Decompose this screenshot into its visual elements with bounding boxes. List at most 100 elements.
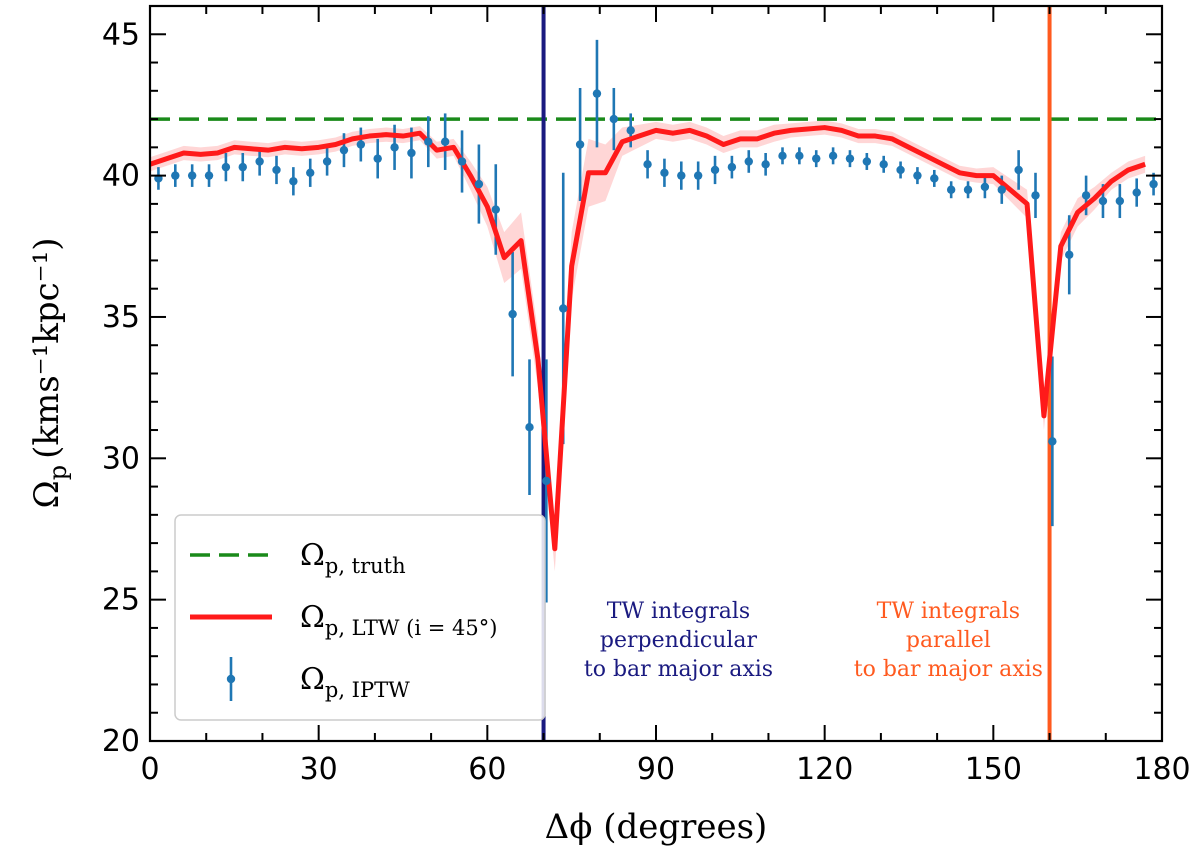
y-axis-title-subscript: p bbox=[44, 465, 72, 480]
iptw-point bbox=[693, 171, 703, 180]
legend-label: Ωp, LTW (i = 45°) bbox=[300, 600, 497, 640]
iptw-point bbox=[795, 151, 804, 161]
iptw-point bbox=[626, 126, 635, 135]
iptw-point bbox=[542, 476, 551, 486]
iptw-point bbox=[1132, 188, 1141, 197]
iptw-point bbox=[1014, 165, 1023, 175]
y-tick-label: 40 bbox=[102, 159, 140, 194]
axis-labels: 0 30 60 90 120 150 180 20 25 30 35 40 45 bbox=[102, 17, 1191, 787]
plot-area bbox=[150, 6, 1162, 741]
iptw-point bbox=[1081, 191, 1091, 200]
legend-label: Ωp, IPTW bbox=[300, 662, 410, 702]
x-tick-label: 120 bbox=[796, 752, 853, 787]
x-tick-label: 30 bbox=[300, 752, 338, 787]
iptw-point bbox=[828, 151, 838, 161]
legend-label-subscript: p, truth bbox=[325, 554, 406, 578]
legend-box bbox=[174, 514, 546, 721]
x-tick-label: 90 bbox=[637, 752, 675, 787]
iptw-point bbox=[643, 160, 652, 169]
iptw-point bbox=[997, 185, 1006, 194]
iptw-point bbox=[879, 160, 888, 169]
iptw-point bbox=[238, 162, 247, 172]
axis-ticks bbox=[149, 5, 1163, 742]
iptw-point bbox=[845, 154, 855, 163]
legend-swatch-iptw-point bbox=[226, 674, 236, 684]
iptw-point bbox=[930, 174, 939, 183]
iptw-point bbox=[255, 157, 264, 166]
x-tick-label: 150 bbox=[965, 752, 1022, 787]
iptw-point bbox=[390, 143, 399, 152]
iptw-point bbox=[559, 304, 568, 313]
iptw-point bbox=[322, 157, 332, 166]
iptw-point bbox=[913, 171, 922, 180]
iptw-point bbox=[1048, 437, 1057, 446]
iptw-point bbox=[1065, 250, 1074, 259]
iptw-point bbox=[221, 162, 231, 172]
y-tick-label: 20 bbox=[102, 724, 140, 759]
iptw-point bbox=[525, 423, 534, 432]
annotation-line: perpendicular bbox=[600, 628, 758, 653]
iptw-point bbox=[896, 165, 905, 175]
iptw-point bbox=[812, 154, 821, 163]
iptw-point bbox=[289, 177, 298, 186]
iptw-point bbox=[1031, 191, 1040, 200]
iptw-point bbox=[677, 171, 686, 180]
iptw-point bbox=[727, 162, 737, 172]
iptw-point bbox=[980, 182, 990, 192]
iptw-point bbox=[204, 171, 214, 180]
iptw-point bbox=[744, 157, 753, 166]
y-axis-title-units: (kms⁻¹kpc⁻¹) bbox=[27, 238, 67, 459]
iptw-point bbox=[1115, 196, 1125, 206]
ltw-series-line bbox=[150, 125, 1146, 552]
iptw-point bbox=[187, 171, 197, 180]
ltw-uncertainty-band bbox=[150, 120, 1146, 572]
iptw-point bbox=[171, 171, 180, 180]
iptw-point bbox=[457, 157, 467, 166]
iptw-point bbox=[491, 205, 500, 214]
y-tick-label: 35 bbox=[102, 300, 140, 335]
y-axis-title-symbol: Ω bbox=[27, 480, 67, 508]
legend-label-symbol: Ω bbox=[300, 538, 325, 573]
iptw-point bbox=[575, 140, 585, 149]
annotation-line: TW integrals bbox=[877, 599, 1020, 624]
legend-label-subscript: p, IPTW bbox=[325, 678, 410, 702]
iptw-point bbox=[761, 160, 770, 169]
x-axis-title: Δϕ (degrees) bbox=[545, 807, 768, 847]
iptw-point bbox=[1098, 196, 1108, 206]
y-axis-title: Ωp (kms⁻¹kpc⁻¹) bbox=[27, 238, 72, 509]
y-tick-label: 45 bbox=[102, 17, 140, 52]
iptw-point bbox=[508, 309, 517, 319]
legend-label-subscript: p, LTW (i = 45°) bbox=[325, 616, 498, 640]
iptw-point bbox=[440, 137, 450, 146]
legend-label-symbol: Ω bbox=[300, 600, 325, 635]
iptw-point bbox=[660, 168, 669, 177]
iptw-point bbox=[339, 145, 349, 155]
legend-label: Ωp, truth bbox=[300, 538, 406, 578]
y-tick-label: 25 bbox=[102, 583, 140, 618]
iptw-point bbox=[946, 185, 956, 194]
legend-label-symbol: Ω bbox=[300, 662, 325, 697]
annotations: TW integrals perpendicular to bar major ax… bbox=[584, 599, 1043, 682]
x-tick-label: 180 bbox=[1133, 752, 1190, 787]
annotation-line: to bar major axis bbox=[854, 657, 1043, 682]
iptw-point bbox=[862, 157, 872, 166]
annotation-line: to bar major axis bbox=[584, 657, 773, 682]
iptw-point bbox=[474, 179, 484, 189]
annotation-line: parallel bbox=[906, 628, 991, 653]
iptw-point bbox=[963, 185, 973, 194]
iptw-point bbox=[373, 154, 382, 163]
iptw-point bbox=[306, 168, 315, 177]
x-tick-label: 60 bbox=[468, 752, 506, 787]
x-tick-label: 0 bbox=[140, 752, 159, 787]
iptw-point bbox=[356, 140, 366, 149]
iptw-point bbox=[1149, 179, 1158, 189]
iptw-point bbox=[424, 137, 433, 146]
annotation-line: TW integrals bbox=[607, 599, 750, 624]
iptw-point bbox=[592, 89, 602, 98]
iptw-point bbox=[407, 148, 416, 158]
iptw-point bbox=[710, 165, 720, 175]
iptw-point bbox=[272, 165, 281, 175]
iptw-point bbox=[778, 151, 787, 161]
